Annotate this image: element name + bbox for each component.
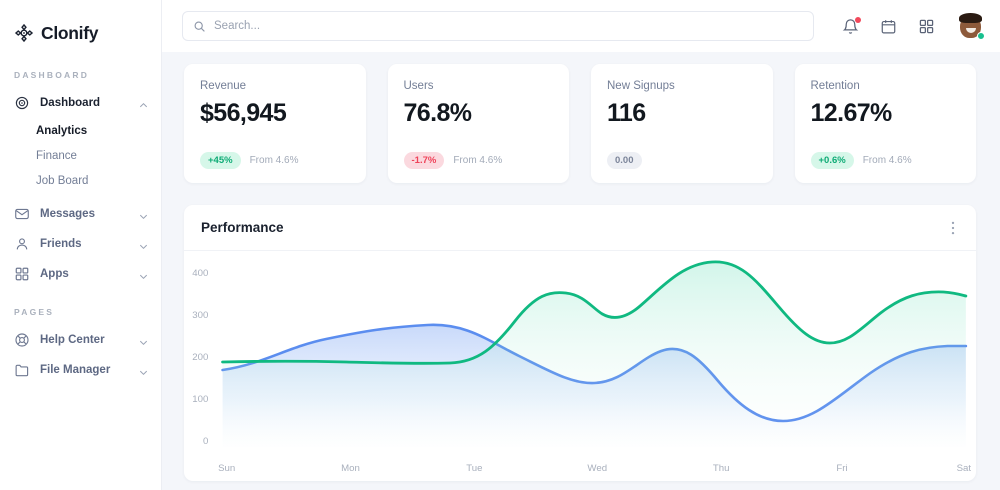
stat-card-users[interactable]: Users 76.8% -1.7% From 4.6% [387,64,569,183]
x-tick-sun: Sun [218,463,235,474]
x-tick-mon: Mon [341,463,360,474]
search-input[interactable] [214,20,803,32]
sidebar-subitem-job-board[interactable]: Job Board [0,168,161,193]
notifications-bell-icon[interactable] [842,16,861,35]
sidebar-section-dashboard-label: DASHBOARD [14,70,90,80]
sidebar-item-messages[interactable]: Messages [0,199,161,229]
stat-value: 76.8% [403,99,472,127]
chevron-down-icon [138,269,149,280]
performance-chart-card: Performance [184,205,976,481]
search-icon [193,20,206,33]
stat-title: Retention [810,80,860,92]
sidebar-subitem-finance-label: Finance [36,149,77,162]
x-tick-sat: Sat [957,463,972,474]
status-badge: 0.00 [607,152,642,169]
status-badge: +45% [200,152,241,169]
chevron-down-icon [138,365,149,376]
sidebar-section-pages-label: PAGES [14,307,55,317]
folder-icon [14,362,30,378]
stat-value: 116 [607,99,646,127]
chevron-down-icon [138,335,149,346]
notification-badge-dot [855,16,861,23]
sidebar-item-file-manager[interactable]: File Manager [0,355,161,385]
stat-from-label: From 4.6% [862,155,912,166]
main-area: Revenue $56,945 +45% From 4.6% Users 76.… [162,0,1000,490]
sidebar-item-help-center-label: Help Center [40,334,105,346]
topbar-actions [842,12,985,40]
sidebar-item-file-manager-label: File Manager [40,364,111,376]
status-badge: +0.6% [810,152,854,169]
sidebar-item-dashboard[interactable]: Dashboard [0,88,161,118]
stat-value: $56,945 [200,99,287,127]
chevron-up-icon [138,98,149,109]
stat-card-new-signups[interactable]: New Signups 116 0.00 [591,64,773,183]
y-tick-400: 400 [192,268,208,279]
x-tick-fri: Fri [836,463,847,474]
clonify-logo-icon [14,23,34,43]
person-icon [14,236,30,252]
stat-footer: -1.7% From 4.6% [403,152,503,169]
brand-name: Clonify [41,22,99,43]
sidebar-subitem-analytics[interactable]: Analytics [0,118,161,143]
stat-title: Users [403,80,434,92]
calendar-icon[interactable] [880,18,897,35]
sidebar-item-help-center[interactable]: Help Center [0,325,161,355]
y-tick-0: 0 [203,436,208,447]
chevron-down-icon [138,209,149,220]
stat-title: New Signups [607,80,675,92]
sidebar-item-apps-label: Apps [40,268,69,280]
sidebar-item-friends-label: Friends [40,238,82,250]
envelope-icon [14,206,30,222]
x-tick-tue: Tue [466,463,482,474]
chart-body: 400 300 200 100 0 [184,251,976,481]
sidebar-subitem-analytics-label: Analytics [36,124,88,137]
chart-header: Performance [184,205,976,251]
topbar [162,0,1000,52]
online-status-dot [977,32,985,40]
user-avatar[interactable] [956,12,985,40]
x-tick-thu: Thu [713,463,730,474]
grid-icon [14,266,30,282]
y-tick-200: 200 [192,352,208,363]
chevron-down-icon [138,239,149,250]
stat-title: Revenue [200,80,247,92]
stat-footer: 0.00 [607,152,651,169]
sidebar: Clonify DASHBOARD Dashboard Analytics Fi… [0,0,162,490]
sidebar-item-friends[interactable]: Friends [0,229,161,259]
sidebar-item-dashboard-label: Dashboard [40,97,101,109]
stats-row: Revenue $56,945 +45% From 4.6% Users 76.… [184,64,976,183]
performance-area-chart: 400 300 200 100 0 [192,260,972,474]
page-content: Revenue $56,945 +45% From 4.6% Users 76.… [162,52,1000,490]
more-vertical-icon[interactable] [944,219,962,237]
sidebar-subitem-job-board-label: Job Board [36,174,89,187]
stat-from-label: From 4.6% [453,155,503,166]
stat-card-revenue[interactable]: Revenue $56,945 +45% From 4.6% [184,64,366,183]
stat-value: 12.67% [810,99,893,127]
brand-logo[interactable]: Clonify [0,0,161,52]
sidebar-item-messages-label: Messages [40,208,95,220]
lifebuoy-icon [14,332,30,348]
stat-card-retention[interactable]: Retention 12.67% +0.6% From 4.6% [794,64,976,183]
dashboard-icon [14,95,30,111]
stat-footer: +45% From 4.6% [200,152,298,169]
stat-footer: +0.6% From 4.6% [810,152,912,169]
series-a-line [221,260,968,365]
chart-plot-area [221,260,968,447]
x-tick-wed: Wed [587,463,607,474]
sidebar-subitem-finance[interactable]: Finance [0,143,161,168]
y-tick-300: 300 [192,310,208,321]
stat-from-label: From 4.6% [249,155,299,166]
y-tick-100: 100 [192,394,208,405]
series-a-area [222,261,966,447]
apps-grid-icon[interactable] [918,18,935,35]
chart-title: Performance [201,220,284,235]
status-badge: -1.7% [403,152,445,169]
search-box[interactable] [182,11,814,41]
sidebar-item-apps[interactable]: Apps [0,259,161,289]
